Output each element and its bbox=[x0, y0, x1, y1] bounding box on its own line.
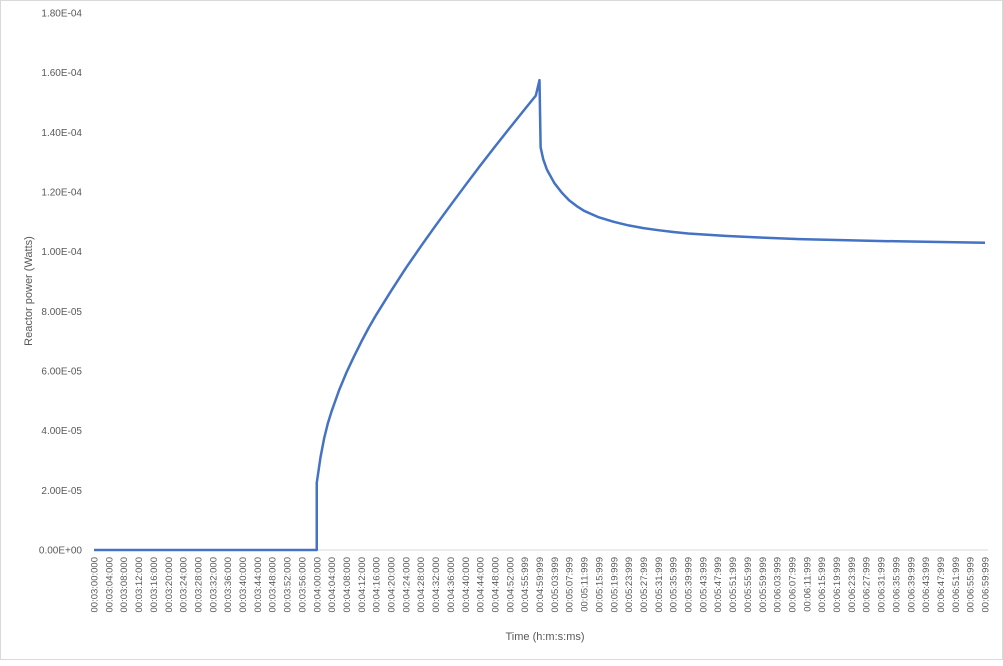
x-tick-label: 00:06:35:999 bbox=[891, 557, 902, 612]
x-tick-label: 00:06:39:999 bbox=[906, 557, 917, 612]
y-tick-label: 4.00E-05 bbox=[41, 426, 82, 437]
x-tick-label: 00:06:59:999 bbox=[981, 557, 992, 612]
x-tick-label: 00:03:00:000 bbox=[90, 557, 101, 612]
x-tick-label: 00:03:08:000 bbox=[119, 557, 130, 612]
y-tick-label: 1.80E-04 bbox=[41, 9, 82, 20]
series-line-reactor-power bbox=[94, 78, 986, 552]
x-tick-label: 00:05:15:999 bbox=[594, 557, 605, 612]
x-tick-label: 00:04:40:000 bbox=[461, 557, 472, 612]
x-axis-title: Time (h:m:s:ms) bbox=[505, 631, 584, 643]
x-tick-label: 00:03:44:000 bbox=[253, 557, 264, 612]
x-tick-label: 00:05:35:999 bbox=[669, 557, 680, 612]
x-tick-label: 00:06:07:999 bbox=[787, 557, 798, 612]
x-tick-label: 00:04:59:999 bbox=[535, 557, 546, 612]
x-tick-label: 00:06:47:999 bbox=[936, 557, 947, 612]
y-axis-title: Reactor power (Watts) bbox=[23, 236, 35, 346]
x-tick-label: 00:04:55:999 bbox=[520, 557, 531, 612]
x-tick-label: 00:05:23:999 bbox=[624, 557, 635, 612]
x-tick-label: 00:05:55:999 bbox=[743, 557, 754, 612]
x-tick-label: 00:05:43:999 bbox=[698, 557, 709, 612]
x-tick-label: 00:04:36:000 bbox=[446, 557, 457, 612]
x-tick-label: 00:06:43:999 bbox=[921, 557, 932, 612]
x-tick-label: 00:06:03:999 bbox=[773, 557, 784, 612]
x-tick-label: 00:05:31:999 bbox=[654, 557, 665, 612]
y-tick-label: 1.20E-04 bbox=[41, 188, 82, 199]
x-tick-label: 00:04:52:000 bbox=[505, 557, 516, 612]
x-tick-label: 00:06:19:999 bbox=[832, 557, 843, 612]
x-tick-label: 00:03:16:000 bbox=[149, 557, 160, 612]
y-tick-label: 0.00E+00 bbox=[39, 546, 83, 557]
x-tick-label: 00:04:08:000 bbox=[342, 557, 353, 612]
x-tick-label: 00:04:44:000 bbox=[476, 557, 487, 612]
y-tick-label: 1.00E-04 bbox=[41, 247, 82, 258]
x-tick-label: 00:06:23:999 bbox=[847, 557, 858, 612]
y-tick-label: 1.60E-04 bbox=[41, 68, 82, 79]
x-tick-label: 00:03:48:000 bbox=[268, 557, 279, 612]
y-tick-label: 1.40E-04 bbox=[41, 128, 82, 139]
x-tick-label: 00:06:15:999 bbox=[817, 557, 828, 612]
x-tick-label: 00:03:36:000 bbox=[223, 557, 234, 612]
x-tick-label: 00:05:27:999 bbox=[639, 557, 650, 612]
x-tick-label: 00:03:04:000 bbox=[104, 557, 115, 612]
x-tick-label: 00:03:32:000 bbox=[208, 557, 219, 612]
x-tick-label: 00:06:27:999 bbox=[862, 557, 873, 612]
x-tick-label: 00:06:31:999 bbox=[877, 557, 888, 612]
x-tick-label: 00:03:20:000 bbox=[164, 557, 175, 612]
x-tick-label: 00:03:56:000 bbox=[297, 557, 308, 612]
x-axis-ticks: 00:03:00:000 00:03:04:000 00:03:08:000 00:0… bbox=[90, 557, 992, 612]
x-tick-label: 00:05:03:999 bbox=[550, 557, 561, 612]
x-tick-label: 00:05:51:999 bbox=[728, 557, 739, 612]
x-tick-label: 00:06:55:999 bbox=[966, 557, 977, 612]
x-tick-label: 00:04:48:000 bbox=[490, 557, 501, 612]
x-tick-label: 00:05:47:999 bbox=[713, 557, 724, 612]
x-tick-label: 00:03:12:000 bbox=[134, 557, 145, 612]
x-tick-label: 00:04:12:000 bbox=[357, 557, 368, 612]
x-tick-label: 00:03:40:000 bbox=[238, 557, 249, 612]
x-tick-label: 00:03:28:000 bbox=[193, 557, 204, 612]
x-tick-label: 00:05:11:999 bbox=[580, 557, 591, 612]
x-tick-label: 00:05:19:999 bbox=[609, 557, 620, 612]
x-tick-label: 00:04:00:000 bbox=[312, 557, 323, 612]
x-tick-label: 00:04:20:000 bbox=[387, 557, 398, 612]
y-tick-label: 6.00E-05 bbox=[41, 367, 82, 378]
x-tick-label: 00:05:07:999 bbox=[565, 557, 576, 612]
x-tick-label: 00:05:39:999 bbox=[684, 557, 695, 612]
x-tick-label: 00:04:32:000 bbox=[431, 557, 442, 612]
x-tick-label: 00:03:24:000 bbox=[179, 557, 190, 612]
x-tick-label: 00:04:04:000 bbox=[327, 557, 338, 612]
x-tick-label: 00:04:24:000 bbox=[401, 557, 412, 612]
x-tick-label: 00:04:16:000 bbox=[372, 557, 383, 612]
x-tick-label: 00:04:28:000 bbox=[416, 557, 427, 612]
y-axis-ticks: 0.00E+00 2.00E-05 4.00E-05 6.00E-05 8.00E-05… bbox=[39, 9, 83, 557]
y-tick-label: 8.00E-05 bbox=[41, 307, 82, 318]
y-tick-label: 2.00E-05 bbox=[41, 486, 82, 497]
x-tick-label: 00:06:51:999 bbox=[951, 557, 962, 612]
x-tick-label: 00:06:11:999 bbox=[802, 557, 813, 612]
x-tick-label: 00:05:59:999 bbox=[758, 557, 769, 612]
x-tick-label: 00:03:52:000 bbox=[283, 557, 294, 612]
